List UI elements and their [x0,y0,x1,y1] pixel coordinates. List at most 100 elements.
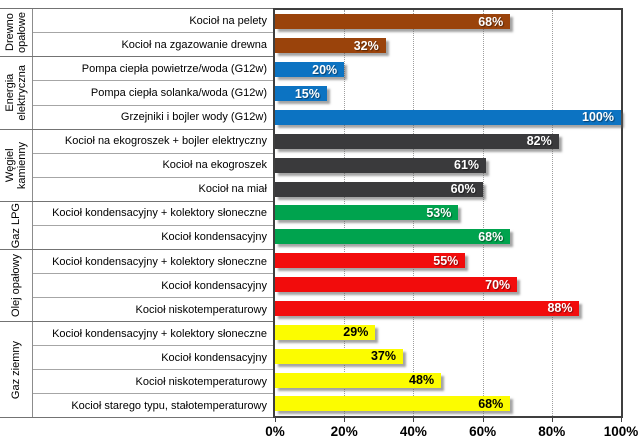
bar-value-label: 68% [478,229,504,244]
bar-row: 15% [275,82,621,106]
group-axis-label-text: Gaz ziemny [10,340,22,399]
bar: 61% [275,157,487,173]
item-axis-label: Kocioł na miał [198,183,267,196]
item-axis-label: Kocioł kondensacyjny + kolektory słonecz… [33,202,273,226]
item-labels-column: Kocioł kondensacyjny + kolektory słonecz… [33,322,273,417]
x-tick-mark [344,418,346,422]
bar-value-label: 61% [454,158,480,173]
bar-row: 68% [275,392,621,416]
bar-value-label: 68% [478,396,504,411]
bar-row: 48% [275,368,621,392]
item-axis-label: Kocioł kondensacyjny [161,231,267,244]
bar-row: 88% [275,297,621,321]
bar: 68% [275,229,511,245]
group-axis-label: Gaz LPG [0,201,33,250]
bar-value-label: 37% [370,349,397,364]
item-axis-label: Kocioł na ekogroszek [33,154,273,178]
item-axis-label: Kocioł na pelety [33,9,273,34]
bar-row: 100% [275,106,621,130]
item-labels-column: Kocioł na ekogroszek + bojler elektryczn… [33,130,273,201]
item-axis-label: Pompa ciepła solanka/woda (G12w) [33,81,273,106]
bar-value-label: 53% [426,205,452,220]
group-axis-label: Węgiel kamienny [0,129,33,201]
bar-value-label: 55% [433,253,459,268]
group-axis-label: Energia elektryczna [0,57,33,129]
bar-row: 53% [275,201,621,225]
bar-row: 55% [275,249,621,273]
bar-value-label: 88% [547,301,573,316]
plot-area: 68% 32% 20% 15% 100% 82% 61% 60% 53% 68% 55% 70% 88%… [273,8,623,418]
bar: 68% [275,14,511,30]
bar: 100% [275,109,621,125]
group-axis-label: Drewno opałowe [0,9,33,57]
category-group: Drewno opałowe Kocioł na pelety Kocioł na … [0,9,273,58]
x-tick-label: 40% [399,424,427,439]
bar-row: 68% [275,10,621,34]
bar: 20% [275,62,345,78]
bar: 48% [275,372,442,388]
bar: 53% [275,205,459,221]
bar: 15% [275,86,327,102]
bar-row: 82% [275,129,621,153]
group-axis-label-text: Olej opałowy [10,254,22,318]
bar-value-label: 82% [526,134,552,149]
bar: 82% [275,133,559,149]
group-axis-label: Gaz ziemny [0,322,33,418]
bar-value-label: 15% [294,86,320,101]
category-group: Olej opałowy Kocioł kondensacyjny + kolek… [0,250,273,323]
item-axis-label: Kocioł na zgazowanie drewna [121,38,267,51]
bar: 88% [275,300,580,316]
bar-value-label: 68% [478,14,504,29]
item-axis-label: Kocioł na ekogroszek + bojler elektryczn… [33,130,273,154]
x-tick-mark [413,418,415,422]
bar-value-label: 70% [485,277,511,292]
item-axis-label: Kocioł kondensacyjny + kolektory słonecz… [33,250,273,275]
bar: 68% [275,396,511,412]
bar-row: 68% [275,225,621,249]
bar-row: 60% [275,177,621,201]
x-tick-label: 100% [603,424,639,439]
item-axis-label: Kocioł niskotemperaturowy [33,370,273,395]
category-group: Energia elektryczna Pompa ciepła powietrz… [0,57,273,130]
bar: 37% [275,348,404,364]
group-axis-label-text: Gaz LPG [10,202,22,248]
item-axis-label: Grzejniki i bojler wody (G12w) [120,111,267,124]
item-axis-label: Kocioł kondensacyjny [33,274,273,299]
gridline [551,10,553,416]
category-group: Węgiel kamienny Kocioł na ekogroszek + bo… [0,129,273,202]
x-tick-mark [551,418,553,422]
group-axis-label-text: Drewno opałowe [4,12,28,54]
item-axis-label: Kocioł niskotemperaturowy [135,303,267,316]
item-axis-label: Pompa ciepła powietrze/woda (G12w) [33,57,273,82]
bar-value-label: 20% [312,62,338,77]
category-axis: Drewno opałowe Kocioł na pelety Kocioł na … [0,8,273,418]
item-labels-column: Kocioł kondensacyjny + kolektory słonecz… [33,202,273,249]
x-tick-label: 20% [330,424,358,439]
item-axis-label: Kocioł kondensacyjny + kolektory słonecz… [33,322,273,347]
item-labels-column: Kocioł kondensacyjny + kolektory słonecz… [33,250,273,321]
x-tick-label: 60% [469,424,497,439]
item-axis-label: Kocioł starego typu, stałotemperaturowy [71,399,267,412]
group-axis-label: Olej opałowy [0,250,33,322]
x-tick-label: 80% [538,424,566,439]
bars-layer: 68% 32% 20% 15% 100% 82% 61% 60% 53% 68% 55% 70% 88%… [275,10,621,416]
item-labels-column: Kocioł na pelety Kocioł na zgazowanie dre… [33,9,273,56]
bar-value-label: 32% [353,38,379,53]
bar: 32% [275,38,386,54]
bar-row: 20% [275,58,621,82]
bar-row: 70% [275,273,621,297]
group-axis-label-text: Węgiel kamienny [4,141,28,189]
x-tick-mark [275,418,276,422]
bar: 29% [275,324,376,340]
category-group: Gaz ziemny Kocioł kondensacyjny + kolekto… [0,322,273,418]
category-group: Gaz LPG Kocioł kondensacyjny + kolektory … [0,201,273,251]
bar-value-label: 100% [582,110,614,125]
gridline [482,10,484,416]
bar: 55% [275,253,466,269]
bar-value-label: 60% [450,182,476,197]
x-tick-label: 0% [265,424,285,439]
bar-value-label: 48% [409,373,435,388]
bar-row: 37% [275,344,621,368]
bar-value-label: 29% [343,325,369,340]
